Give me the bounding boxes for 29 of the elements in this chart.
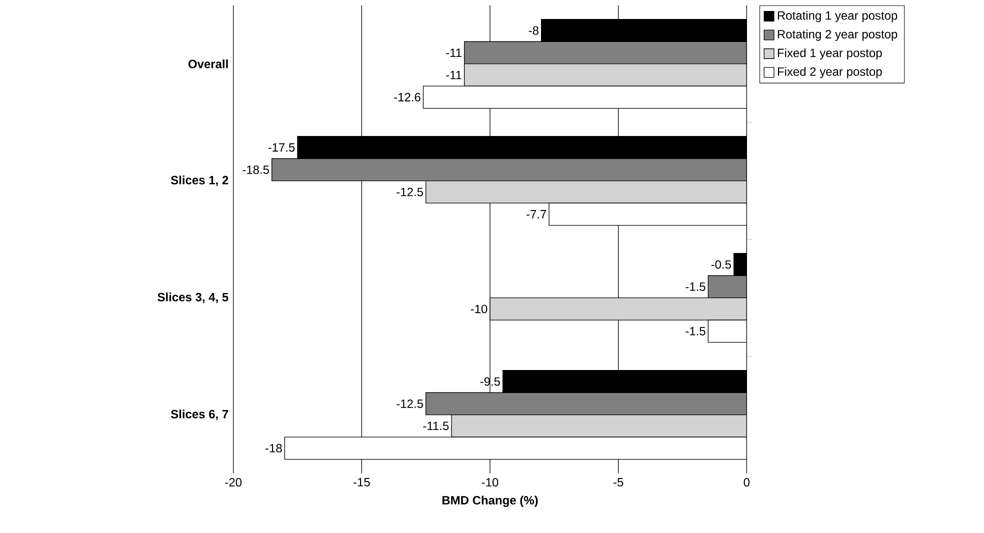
legend-label: Fixed 2 year postop xyxy=(778,66,882,78)
data-label: -11 xyxy=(446,70,462,79)
data-label: -17.5 xyxy=(268,143,295,152)
x-tick-label: 0 xyxy=(744,478,750,486)
x-tick-label: -20 xyxy=(225,478,242,486)
data-label: -11.5 xyxy=(423,422,449,430)
y-tick-label: Slices 6, 7 xyxy=(170,409,228,420)
data-label: -8 xyxy=(528,26,538,35)
x-tick-label: -15 xyxy=(354,478,370,486)
legend-label: Rotating 1 year postop xyxy=(778,10,898,22)
data-label: -12.6 xyxy=(394,92,420,102)
x-tick-label: -5 xyxy=(614,478,624,486)
legend-label: Rotating 2 year postop xyxy=(778,29,898,41)
y-tick-label: Slices 1, 2 xyxy=(170,175,228,186)
data-label: -10 xyxy=(470,304,488,314)
y-tick-label: Overall xyxy=(188,59,228,68)
data-label: -18.5 xyxy=(242,165,269,174)
legend-label: Fixed 1 year postop xyxy=(778,48,882,60)
x-tick-label: -10 xyxy=(482,478,498,486)
data-label: -18 xyxy=(266,444,282,452)
data-label: -7.7 xyxy=(526,210,546,218)
data-label: -0.5 xyxy=(711,260,731,269)
x-axis-title: BMD Change (%) xyxy=(442,496,538,507)
data-label: -11 xyxy=(446,48,462,57)
y-tick-label: Slices 3, 4, 5 xyxy=(158,292,228,303)
data-label: -12.5 xyxy=(396,188,423,196)
data-label: -1.5 xyxy=(686,326,706,336)
data-label: -12.5 xyxy=(396,399,423,408)
data-label: -1.5 xyxy=(686,282,706,291)
